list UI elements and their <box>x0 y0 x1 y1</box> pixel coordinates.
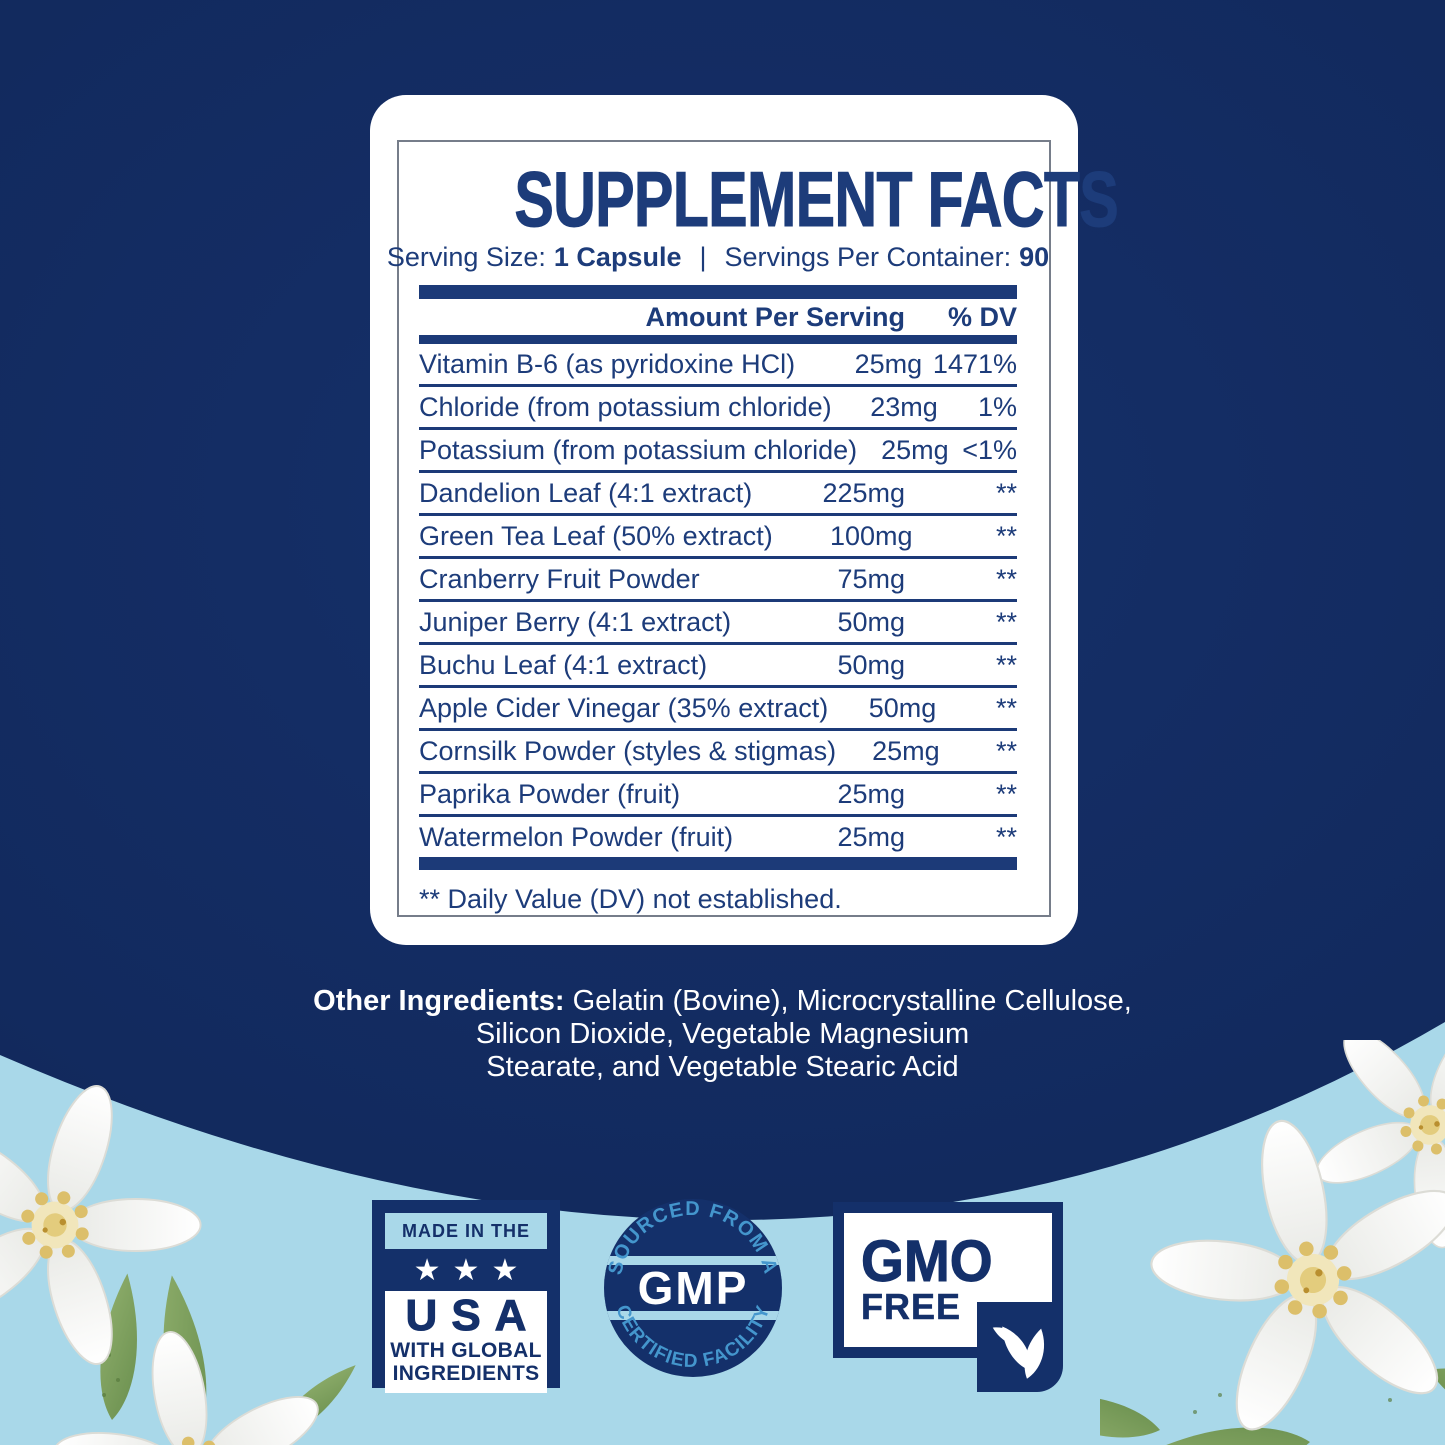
serving-divider: | <box>699 242 707 272</box>
gmp-center-text: GMP <box>638 1262 749 1314</box>
facts-table-body: Vitamin B-6 (as pyridoxine HCl) 25mg 147… <box>419 344 1017 857</box>
divider-bar-header <box>419 335 1017 344</box>
table-row: Watermelon Powder (fruit) 25mg ** <box>419 817 1017 857</box>
panel-title: SUPPLEMENT FACTS <box>514 155 1119 243</box>
other-ingredients-label: Other Ingredients: <box>313 985 565 1017</box>
ingredient-dv: ** <box>995 563 1017 594</box>
ingredient-amount: 25mg <box>837 821 905 852</box>
supplement-facts-panel: SUPPLEMENT FACTS Serving Size: 1 Capsule… <box>370 95 1119 945</box>
gmo-label: GMO <box>861 1229 994 1294</box>
ingredient-amount: 50mg <box>837 649 905 680</box>
dv-footnote: ** Daily Value (DV) not established. <box>419 884 842 914</box>
ingredient-amount: 100mg <box>830 520 913 551</box>
leaf-tile <box>977 1302 1063 1392</box>
ingredient-dv: ** <box>995 735 1017 766</box>
ingredient-name: Buchu Leaf (4:1 extract) <box>419 649 708 680</box>
table-row: Chloride (from potassium chloride) 23mg … <box>419 387 1017 430</box>
divider-bar-top <box>419 285 1017 299</box>
ingredient-dv: ** <box>995 520 1017 551</box>
ingredient-amount: 25mg <box>872 735 940 766</box>
other-ingredients: Other Ingredients: Gelatin (Bovine), Mic… <box>0 985 1445 1084</box>
ingredient-amount: 25mg <box>837 778 905 809</box>
table-row: Dandelion Leaf (4:1 extract) 225mg ** <box>419 473 1017 516</box>
ingredient-name: Cornsilk Powder (styles & stigmas) <box>419 735 837 766</box>
other-ingredients-line1: Other Ingredients: Gelatin (Bovine), Mic… <box>0 985 1445 1018</box>
ingredient-name: Dandelion Leaf (4:1 extract) <box>419 477 753 508</box>
table-row: Cornsilk Powder (styles & stigmas) 25mg … <box>419 731 1017 774</box>
ingredient-amount: 225mg <box>822 477 905 508</box>
gmo-free-badge: GMO FREE <box>833 1202 1063 1392</box>
ingredients-label: INGREDIENTS <box>392 1362 540 1385</box>
flower-decoration-right <box>1100 1040 1445 1445</box>
ingredient-amount: 50mg <box>837 606 905 637</box>
other-ingredients-line2: Silicon Dioxide, Vegetable Magnesium <box>475 1018 970 1050</box>
ingredient-name: Juniper Berry (4:1 extract) <box>419 606 732 637</box>
other-ingredients-line3: Stearate, and Vegetable Stearic Acid <box>486 1051 959 1083</box>
ingredient-name: Paprika Powder (fruit) <box>419 778 681 809</box>
ingredient-name: Green Tea Leaf (50% extract) <box>419 520 773 551</box>
ingredient-amount: 75mg <box>837 563 905 594</box>
ingredient-name: Cranberry Fruit Powder <box>419 563 700 594</box>
other-ingredients-line1-text: Gelatin (Bovine), Microcrystalline Cellu… <box>564 985 1132 1017</box>
ingredient-name: Vitamin B-6 (as pyridoxine HCl) <box>419 348 796 379</box>
ingredient-dv: ** <box>995 606 1017 637</box>
facts-table-header: Amount Per Serving % DV <box>419 299 1017 335</box>
ingredient-dv: <1% <box>962 434 1017 465</box>
servings-per-container-label: Servings Per Container: <box>724 242 1012 272</box>
ingredient-amount: 25mg <box>854 348 923 379</box>
table-row: Vitamin B-6 (as pyridoxine HCl) 25mg 147… <box>419 344 1017 387</box>
made-in-the-label: MADE IN THE <box>385 1213 547 1249</box>
ingredient-dv: ** <box>995 821 1017 852</box>
table-row: Cranberry Fruit Powder 75mg ** <box>419 559 1017 602</box>
star-icon: ★ <box>491 1253 519 1287</box>
table-row: Apple Cider Vinegar (35% extract) 50mg *… <box>419 688 1017 731</box>
flower-decoration-left <box>0 1075 364 1445</box>
table-row: Potassium (from potassium chloride) 25mg… <box>419 430 1017 473</box>
divider-bar-bottom <box>419 857 1017 870</box>
gmp-certified-badge: GMP SOURCED FROM A CERTIFIED FACILITY <box>604 1199 782 1377</box>
serving-size-label: Serving Size: <box>386 242 546 272</box>
facts-border-box: SUPPLEMENT FACTS Serving Size: 1 Capsule… <box>387 140 1119 917</box>
usa-letters: USA <box>405 1291 541 1340</box>
table-row: Green Tea Leaf (50% extract) 100mg ** <box>419 516 1017 559</box>
ingredient-amount: 50mg <box>868 692 937 723</box>
usa-text-box: USA WITH GLOBAL INGREDIENTS <box>385 1291 547 1393</box>
serving-info: Serving Size: 1 Capsule | Servings Per C… <box>387 242 1049 273</box>
ingredient-amount: 25mg <box>881 434 949 465</box>
ingredient-dv: 1471% <box>932 348 1017 379</box>
ingredient-amount: 23mg <box>870 391 938 422</box>
star-icon: ★ <box>452 1253 480 1287</box>
ingredient-dv: ** <box>995 692 1017 723</box>
table-row: Juniper Berry (4:1 extract) 50mg ** <box>419 602 1017 645</box>
amount-per-serving-header: Amount Per Serving <box>645 301 905 332</box>
ingredient-dv: ** <box>995 778 1017 809</box>
with-global-label: WITH GLOBAL <box>390 1339 542 1362</box>
ingredient-name: Potassium (from potassium chloride) <box>419 434 858 465</box>
leaf-icon <box>992 1326 1045 1379</box>
ingredient-dv: ** <box>995 477 1017 508</box>
stars-row: ★ ★ ★ <box>372 1249 560 1291</box>
table-row: Paprika Powder (fruit) 25mg ** <box>419 774 1017 817</box>
ingredient-name: Watermelon Powder (fruit) <box>419 821 734 852</box>
ingredient-name: Apple Cider Vinegar (35% extract) <box>419 692 829 723</box>
ingredient-name: Chloride (from potassium chloride) <box>419 391 832 422</box>
percent-dv-header: % DV <box>947 301 1017 332</box>
star-icon: ★ <box>413 1253 441 1287</box>
ingredient-dv: ** <box>995 649 1017 680</box>
servings-per-container-value: 90 <box>1019 242 1050 272</box>
serving-size-value: 1 Capsule <box>553 242 682 272</box>
made-in-usa-badge: MADE IN THE ★ ★ ★ USA WITH GLOBAL INGRED… <box>372 1200 560 1393</box>
ingredient-dv: 1% <box>977 391 1017 422</box>
table-row: Buchu Leaf (4:1 extract) 50mg ** <box>419 645 1017 688</box>
free-label: FREE <box>861 1286 962 1327</box>
